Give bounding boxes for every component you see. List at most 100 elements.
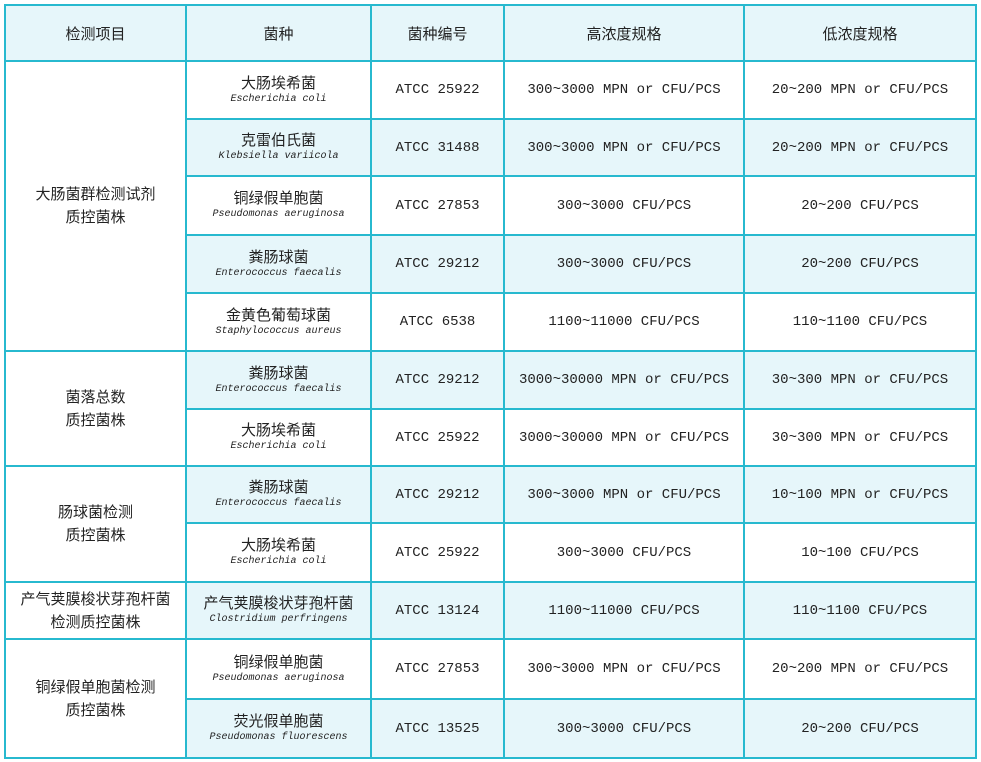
test-item-label: 铜绿假单胞菌检测 — [35, 677, 156, 696]
low-concentration: 20~200 CFU/PCS — [743, 234, 977, 294]
strain-latin-name: Escherichia coli — [230, 556, 327, 567]
strain-cell: 粪肠球菌 Enterococcus faecalis — [185, 465, 372, 524]
header-row: 检测项目 菌种 菌种编号 高浓度规格 低浓度规格 — [4, 4, 977, 62]
strain-name: 大肠埃希菌 — [240, 421, 316, 439]
strain-latin-name: Pseudomonas aeruginosa — [212, 209, 345, 220]
strain-name: 产气荚膜梭状芽孢杆菌 — [203, 594, 354, 612]
strain-cell: 粪肠球菌 Enterococcus faecalis — [185, 234, 372, 294]
test-item-cell: 大肠菌群检测试剂 质控菌株 — [4, 60, 187, 352]
header-strain: 菌种 — [185, 4, 372, 62]
low-concentration: 110~1100 CFU/PCS — [743, 292, 977, 352]
low-concentration: 20~200 CFU/PCS — [743, 698, 977, 759]
strain-name: 大肠埃希菌 — [240, 73, 316, 92]
strain-cell: 粪肠球菌 Enterococcus faecalis — [185, 350, 372, 410]
header-strain-id: 菌种编号 — [370, 4, 505, 62]
strain-latin-name: Klebsiella variicola — [218, 151, 339, 162]
strain-name: 金黄色葡萄球菌 — [225, 305, 331, 324]
test-item-label: 质控菌株 — [65, 526, 126, 544]
test-item-label: 检测质控菌株 — [50, 612, 141, 631]
strain-name: 铜绿假单胞菌 — [233, 652, 324, 671]
table-row: 克雷伯氏菌 Klebsiella variicola ATCC 31488 300~3… — [5, 118, 977, 177]
strain-cell: 大肠埃希菌 Escherichia coli — [185, 408, 372, 467]
table-row: 产气荚膜梭状芽孢杆菌 检测质控菌株 产气荚膜梭状芽孢杆菌 Clostridium pe… — [4, 581, 977, 640]
strain-latin-name: Escherichia coli — [230, 441, 327, 452]
table-row: 铜绿假单胞菌检测 质控菌株 铜绿假单胞菌 Pseudomonas aeruginosa… — [4, 638, 977, 759]
strain-id: ATCC 31488 — [370, 118, 505, 177]
low-concentration: 30~300 MPN or CFU/PCS — [743, 350, 977, 410]
table-row: 荧光假单胞菌 Pseudomonas fluorescens ATCC 13525 3… — [5, 698, 977, 759]
test-item-cell: 肠球菌检测 质控菌株 — [4, 465, 187, 583]
header-test-item: 检测项目 — [4, 4, 187, 62]
strain-id: ATCC 27853 — [370, 175, 505, 236]
header-low-conc: 低浓度规格 — [743, 4, 977, 62]
test-item-label: 质控菌株 — [65, 700, 126, 719]
low-concentration: 110~1100 CFU/PCS — [743, 581, 977, 640]
high-concentration: 300~3000 MPN or CFU/PCS — [503, 638, 745, 700]
strain-table: 检测项目 菌种 菌种编号 高浓度规格 低浓度规格 大肠菌群检测试剂 质控菌株大肠埃… — [4, 4, 977, 759]
strain-id: ATCC 25922 — [370, 60, 505, 120]
table-row: 金黄色葡萄球菌 Staphylococcus aureus ATCC 6538 110… — [5, 292, 977, 352]
strain-id: ATCC 13124 — [370, 581, 505, 640]
strain-cell: 铜绿假单胞菌 Pseudomonas aeruginosa — [185, 175, 372, 236]
strain-name: 粪肠球菌 — [248, 478, 309, 496]
high-concentration: 300~3000 CFU/PCS — [503, 698, 745, 759]
test-item-label: 肠球菌检测 — [57, 503, 133, 521]
test-item-cell: 菌落总数 质控菌株 — [4, 350, 187, 467]
header-high-conc: 高浓度规格 — [503, 4, 745, 62]
table-row: 大肠埃希菌 Escherichia coli ATCC 25922 300~3000 … — [5, 522, 977, 583]
high-concentration: 1100~11000 CFU/PCS — [503, 292, 745, 352]
high-concentration: 300~3000 CFU/PCS — [503, 522, 745, 583]
strain-latin-name: Clostridium perfringens — [209, 614, 348, 625]
high-concentration: 300~3000 MPN or CFU/PCS — [503, 465, 745, 524]
strain-latin-name: Staphylococcus aureus — [215, 325, 342, 337]
high-concentration: 300~3000 MPN or CFU/PCS — [503, 118, 745, 177]
low-concentration: 20~200 MPN or CFU/PCS — [743, 118, 977, 177]
low-concentration: 10~100 MPN or CFU/PCS — [743, 465, 977, 524]
strain-id: ATCC 25922 — [370, 522, 505, 583]
strain-cell: 金黄色葡萄球菌 Staphylococcus aureus — [185, 292, 372, 352]
table-row: 粪肠球菌 Enterococcus faecalis ATCC 29212 300~3… — [5, 234, 977, 294]
strain-latin-name: Pseudomonas fluorescens — [209, 732, 348, 743]
strain-name: 粪肠球菌 — [248, 247, 309, 266]
strain-name: 克雷伯氏菌 — [240, 131, 316, 149]
high-concentration: 300~3000 CFU/PCS — [503, 175, 745, 236]
strain-name: 粪肠球菌 — [248, 363, 309, 382]
strain-id: ATCC 25922 — [370, 408, 505, 467]
strain-cell: 大肠埃希菌 Escherichia coli — [185, 522, 372, 583]
test-item-label: 菌落总数 — [65, 387, 126, 406]
strain-cell: 荧光假单胞菌 Pseudomonas fluorescens — [185, 698, 372, 759]
strain-id: ATCC 29212 — [370, 234, 505, 294]
strain-id: ATCC 29212 — [370, 465, 505, 524]
strain-cell: 克雷伯氏菌 Klebsiella variicola — [185, 118, 372, 177]
test-item-label: 大肠菌群检测试剂 — [35, 185, 156, 203]
high-concentration: 3000~30000 MPN or CFU/PCS — [503, 408, 745, 467]
test-item-cell: 产气荚膜梭状芽孢杆菌 检测质控菌株 — [4, 581, 187, 640]
low-concentration: 20~200 CFU/PCS — [743, 175, 977, 236]
strain-latin-name: Enterococcus faecalis — [215, 267, 342, 279]
high-concentration: 3000~30000 MPN or CFU/PCS — [503, 350, 745, 410]
low-concentration: 20~200 MPN or CFU/PCS — [743, 60, 977, 120]
strain-name: 大肠埃希菌 — [240, 536, 316, 554]
test-item-cell: 铜绿假单胞菌检测 质控菌株 — [4, 638, 187, 759]
low-concentration: 20~200 MPN or CFU/PCS — [743, 638, 977, 700]
table-row: 铜绿假单胞菌 Pseudomonas aeruginosa ATCC 27853 30… — [5, 175, 977, 236]
table-row: 菌落总数 质控菌株 粪肠球菌 Enterococcus faecalis ATCC 29… — [4, 350, 977, 467]
strain-cell: 铜绿假单胞菌 Pseudomonas aeruginosa — [185, 638, 372, 700]
test-item-label: 质控菌株 — [65, 410, 126, 429]
low-concentration: 30~300 MPN or CFU/PCS — [743, 408, 977, 467]
strain-id: ATCC 29212 — [370, 350, 505, 410]
strain-id: ATCC 27853 — [370, 638, 505, 700]
high-concentration: 300~3000 CFU/PCS — [503, 234, 745, 294]
low-concentration: 10~100 CFU/PCS — [743, 522, 977, 583]
table-row: 肠球菌检测质控菌株 粪肠球菌 Enterococcus faecalis ATCC 2… — [4, 465, 977, 583]
strain-latin-name: Escherichia coli — [230, 93, 327, 105]
high-concentration: 1100~11000 CFU/PCS — [503, 581, 745, 640]
strain-latin-name: Enterococcus faecalis — [215, 498, 342, 509]
test-item-label: 产气荚膜梭状芽孢杆菌 — [20, 589, 171, 608]
table-row: 大肠菌群检测试剂 质控菌株 大肠埃希菌 Escherichia coli ATCC 25… — [4, 60, 977, 352]
strain-id: ATCC 6538 — [370, 292, 505, 352]
test-item-label: 质控菌株 — [65, 208, 126, 226]
strain-id: ATCC 13525 — [370, 698, 505, 759]
strain-name: 铜绿假单胞菌 — [233, 189, 324, 207]
strain-latin-name: Pseudomonas aeruginosa — [212, 672, 345, 684]
